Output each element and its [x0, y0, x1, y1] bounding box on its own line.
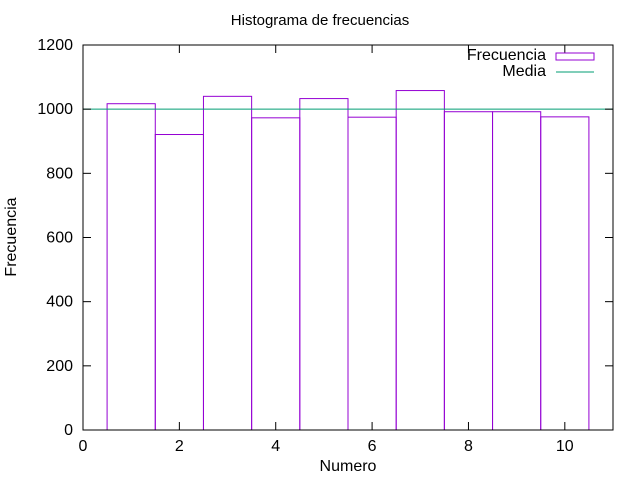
- bar-10: [540, 116, 590, 431]
- chart-title: Histograma de frecuencias: [230, 12, 410, 29]
- bar-1: [106, 103, 156, 431]
- bar-2: [154, 134, 204, 431]
- y-axis-label: Frecuencia: [3, 197, 20, 277]
- x-axis-label: Numero: [319, 458, 377, 475]
- legend-marks: [555, 52, 595, 73]
- x-tick-label: 0: [79, 438, 88, 455]
- ticks-group: 0 200 400 600 800 1000 1200 0 2 4 6 8 10: [37, 37, 613, 455]
- y-tick-label: 600: [46, 230, 73, 247]
- legend-label-frecuencia: Frecuencia: [466, 47, 546, 64]
- y-tick-label: 0: [64, 422, 73, 439]
- y-tick-label: 1200: [37, 37, 73, 54]
- legend-label-media: Media: [502, 63, 546, 80]
- legend-swatch-frecuencia: [555, 52, 595, 61]
- bar-4: [251, 117, 301, 431]
- bar-5: [299, 98, 349, 431]
- bar-8: [443, 111, 494, 431]
- x-tick-label: 10: [556, 438, 574, 455]
- x-tick-label: 8: [464, 438, 473, 455]
- x-tick-label: 2: [175, 438, 184, 455]
- bars-group: [106, 90, 590, 431]
- x-tick-label: 4: [271, 438, 280, 455]
- bar-9: [492, 111, 542, 431]
- y-tick-label: 400: [46, 294, 73, 311]
- x-tick-label: 6: [368, 438, 377, 455]
- y-tick-label: 1000: [37, 101, 73, 118]
- bar-3: [202, 95, 253, 431]
- plot-frame: [82, 44, 614, 431]
- y-tick-label: 200: [46, 358, 73, 375]
- bar-6: [347, 116, 397, 431]
- y-tick-label: 800: [46, 165, 73, 182]
- bar-7: [395, 90, 445, 431]
